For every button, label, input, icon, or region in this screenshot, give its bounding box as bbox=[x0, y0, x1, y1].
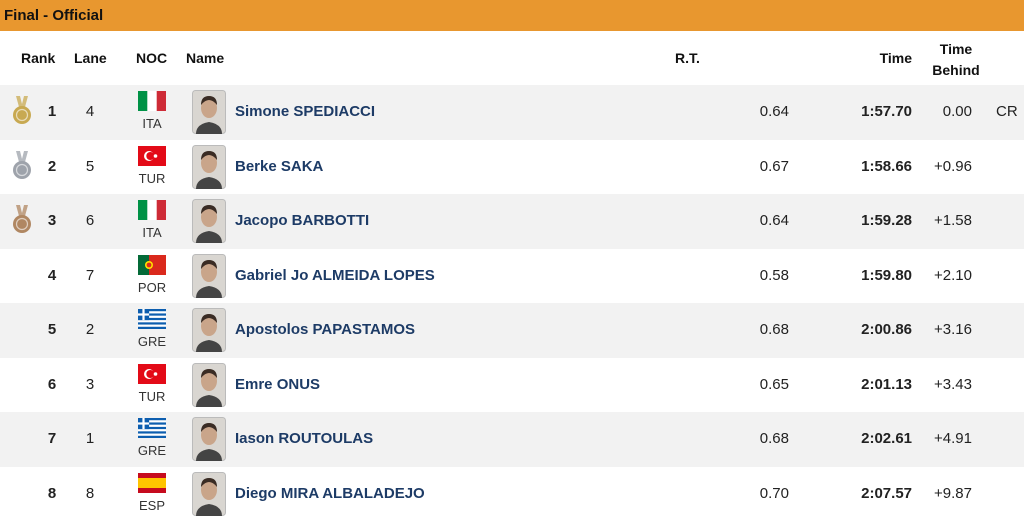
medal-icon bbox=[11, 150, 33, 186]
flag bbox=[138, 418, 166, 443]
rank: 1 bbox=[47, 103, 57, 120]
result-row: 8 8 ESP Diego MIRA ALBALADEJO 0.70 2:07.57 +9.… bbox=[0, 466, 1024, 521]
athlete-photo bbox=[192, 362, 226, 412]
reaction-time: 0.64 bbox=[759, 212, 789, 229]
lane: 2 bbox=[85, 321, 95, 338]
flag bbox=[138, 254, 166, 280]
reaction-time: 0.65 bbox=[759, 375, 789, 393]
rank: 7 bbox=[47, 430, 57, 447]
rank: 6 bbox=[47, 375, 57, 393]
flag bbox=[138, 145, 166, 171]
athlete-name: Apostolos PAPASTAMOS bbox=[235, 321, 415, 338]
time-behind: +1.58 bbox=[934, 212, 972, 229]
reaction-time: 0.70 bbox=[759, 484, 789, 502]
reaction-time: 0.58 bbox=[759, 266, 789, 284]
medal-icon bbox=[11, 96, 33, 131]
time-behind: +0.96 bbox=[934, 157, 972, 175]
athlete-photo bbox=[192, 90, 226, 139]
time: 1:59.28 bbox=[861, 212, 912, 229]
athlete-photo bbox=[192, 308, 226, 357]
reaction-time: 0.68 bbox=[759, 321, 789, 338]
time: 1:58.66 bbox=[861, 157, 912, 175]
lane: 3 bbox=[85, 375, 95, 393]
time-behind: +3.16 bbox=[934, 321, 972, 338]
rank: 5 bbox=[47, 321, 57, 338]
lane: 8 bbox=[85, 484, 95, 502]
lane: 1 bbox=[85, 430, 95, 447]
flag bbox=[138, 363, 166, 389]
reaction-time: 0.68 bbox=[759, 430, 789, 447]
record: CR bbox=[996, 103, 1018, 120]
lane: 4 bbox=[85, 103, 95, 120]
col-header: Time bbox=[879, 50, 912, 66]
athlete-photo bbox=[192, 471, 226, 521]
time-behind: +2.10 bbox=[934, 266, 972, 284]
noc: ITA bbox=[142, 225, 162, 240]
flag bbox=[138, 200, 166, 225]
athlete-name: Jacopo BARBOTTI bbox=[235, 212, 370, 229]
athlete-name: Diego MIRA ALBALADEJO bbox=[235, 484, 425, 502]
flag bbox=[138, 309, 166, 334]
result-row: 6 3 TUR Emre ONUS 0.65 2:01.13 +3.43 bbox=[0, 357, 1024, 412]
rank: 2 bbox=[47, 157, 57, 175]
athlete-name: Emre ONUS bbox=[235, 375, 321, 393]
athlete-name: Iason ROUTOULAS bbox=[235, 430, 374, 447]
col-header: Time Behind bbox=[932, 41, 980, 78]
lane: 5 bbox=[85, 157, 95, 175]
athlete-name: Simone SPEDIACCI bbox=[235, 103, 376, 120]
time-behind: +9.87 bbox=[934, 484, 972, 502]
athlete-photo bbox=[192, 417, 226, 466]
col-header: NOC bbox=[136, 50, 168, 66]
time: 1:59.80 bbox=[861, 266, 912, 284]
athlete-photo bbox=[192, 199, 226, 248]
noc: TUR bbox=[138, 388, 166, 404]
time-behind: +4.91 bbox=[934, 430, 972, 447]
time: 2:02.61 bbox=[861, 430, 912, 447]
result-row: 7 1 GRE Iason ROUTOULAS 0.68 2:02.61 +4.91 bbox=[0, 412, 1024, 467]
time-behind: 0.00 bbox=[942, 103, 972, 120]
result-row: 2 5 TUR Berke SAKA 0.67 1:58.66 +0.96 bbox=[0, 139, 1024, 194]
noc: GRE bbox=[137, 334, 167, 349]
time: 2:01.13 bbox=[861, 375, 912, 393]
rank: 3 bbox=[47, 212, 57, 229]
time: 2:00.86 bbox=[861, 321, 912, 338]
athlete-photo bbox=[192, 144, 226, 194]
lane: 7 bbox=[85, 266, 95, 284]
athlete-photo bbox=[192, 253, 226, 303]
rank: 4 bbox=[47, 266, 57, 284]
col-header: R.T. bbox=[675, 50, 700, 66]
reaction-time: 0.67 bbox=[759, 157, 789, 175]
result-row: 1 4 ITA Simone SPEDIACCI 0.64 1:57.70 0.00 CR bbox=[0, 85, 1024, 140]
header-bar bbox=[0, 0, 1024, 31]
time: 2:07.57 bbox=[861, 484, 912, 502]
result-row: 3 6 ITA Jacopo BARBOTTI 0.64 1:59.28 +1.58 bbox=[0, 194, 1024, 249]
lane: 6 bbox=[85, 212, 95, 229]
noc: ESP bbox=[138, 497, 165, 513]
reaction-time: 0.64 bbox=[759, 103, 789, 120]
title: Final - Official bbox=[4, 7, 104, 24]
col-header: Lane bbox=[74, 50, 107, 66]
athlete-name: Gabriel Jo ALMEIDA LOPES bbox=[235, 266, 435, 284]
noc: GRE bbox=[137, 443, 167, 458]
col-header: Rank bbox=[21, 50, 56, 66]
noc: ITA bbox=[142, 116, 162, 131]
col-header: Name bbox=[186, 50, 225, 66]
medal-icon bbox=[11, 205, 33, 240]
flag bbox=[138, 472, 166, 498]
time-behind: +3.43 bbox=[934, 375, 972, 393]
time: 1:57.70 bbox=[861, 103, 912, 120]
flag bbox=[138, 91, 166, 116]
noc: TUR bbox=[138, 170, 166, 186]
result-row: 5 2 GRE Apostolos PAPASTAMOS 0.68 2:00.86 +3.1… bbox=[0, 303, 1024, 358]
noc: POR bbox=[137, 279, 167, 295]
result-row: 4 7 POR Gabriel Jo ALMEIDA LOPES 0.58 1:59.80… bbox=[0, 248, 1024, 303]
rank: 8 bbox=[47, 484, 57, 502]
athlete-name: Berke SAKA bbox=[235, 157, 324, 175]
